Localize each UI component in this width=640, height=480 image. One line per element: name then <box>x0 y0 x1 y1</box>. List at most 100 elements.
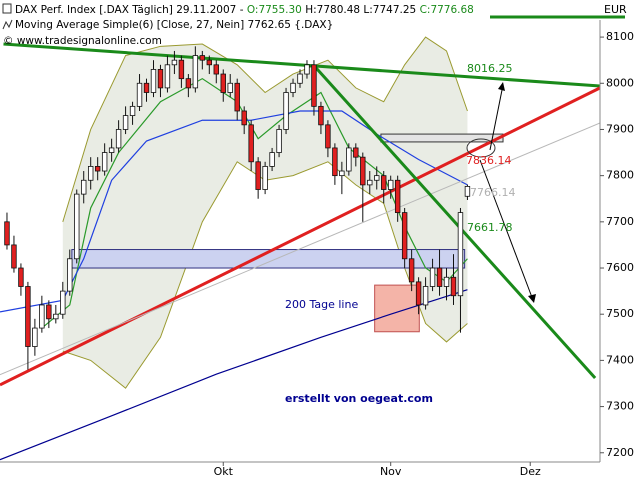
header-low: L:7747.25 <box>363 4 416 16</box>
candle-body <box>74 193 80 260</box>
candle-body <box>39 304 45 329</box>
trendline <box>0 122 600 376</box>
candle-body <box>332 147 338 177</box>
y-tick-label: 7600 <box>606 261 634 274</box>
header-close: C:7776.68 <box>420 4 474 16</box>
candle-body <box>199 55 206 61</box>
plot-area <box>0 36 600 461</box>
header-text: DAX Perf. Index [.DAX Täglich] 29.11.200… <box>15 4 244 16</box>
zone <box>380 133 504 143</box>
candle-body <box>46 304 52 320</box>
candle-body <box>53 313 59 320</box>
candle-body <box>367 179 373 186</box>
candle-body <box>206 59 213 66</box>
candle-body <box>122 115 129 130</box>
trendline <box>3 42 600 88</box>
candle-body <box>164 64 171 89</box>
candle-body <box>346 147 352 172</box>
annotation: 7836.14 <box>466 154 512 167</box>
candle-body <box>67 258 73 292</box>
candle-body <box>394 179 401 213</box>
candle-body <box>429 267 436 287</box>
candle-body <box>60 290 66 315</box>
candle-body <box>311 64 317 107</box>
annotation: 7766.14 <box>470 186 516 199</box>
candle-body <box>290 82 296 93</box>
annotation: 8016.25 <box>467 62 513 75</box>
candle-body <box>450 276 457 297</box>
y-tick-label: 7900 <box>606 122 634 135</box>
arrow <box>479 159 534 301</box>
candle-body <box>297 73 303 84</box>
annotation: 7661.78 <box>467 221 513 234</box>
currency: EUR <box>604 3 627 16</box>
candle-body <box>248 124 254 163</box>
candle-body <box>115 129 122 149</box>
candle-body <box>401 212 408 260</box>
highlight-ellipse <box>466 138 496 158</box>
candle-body <box>360 156 366 186</box>
arrow-head <box>498 82 505 91</box>
annotation: 200 Tage line <box>285 298 358 311</box>
candle-body <box>304 64 310 75</box>
candle-body <box>108 147 115 153</box>
header-title: DAX Perf. Index [.DAX Täglich] 29.11.200… <box>15 4 474 16</box>
candle-body <box>136 82 143 107</box>
candle-body <box>241 110 247 126</box>
header-high: H:7780.48 <box>305 4 360 16</box>
y-tick-label: 7700 <box>606 215 634 228</box>
indicator: Moving Average Simple(6) [Close, 27, Nei… <box>15 19 333 31</box>
candle-body <box>220 73 226 93</box>
y-tick-label: 8000 <box>606 76 634 89</box>
candle-body <box>25 286 31 347</box>
candle-body <box>387 179 394 190</box>
candle-body <box>443 276 450 287</box>
zone <box>374 284 420 333</box>
candle-body <box>283 92 289 130</box>
candle-body <box>18 267 24 287</box>
candle-body <box>185 78 192 89</box>
moving-average <box>41 77 468 329</box>
header: DAX Perf. Index [.DAX Täglich] 29.11.200… <box>2 3 627 47</box>
header-open: O:7755.30 <box>247 4 302 16</box>
candle-body <box>157 69 164 89</box>
candle-body <box>81 179 87 195</box>
candle-body <box>262 166 268 190</box>
candle-body <box>276 129 282 153</box>
candle-body <box>353 147 359 158</box>
y-tick-label: 7800 <box>606 169 634 182</box>
candle-body <box>325 124 331 149</box>
candle-body <box>415 281 422 306</box>
icon <box>2 3 12 14</box>
copyright: © www.tradesignalonline.com <box>3 35 162 47</box>
y-tick-label: 8100 <box>606 30 634 43</box>
candle-body <box>32 327 38 347</box>
candle-body <box>101 152 108 172</box>
y-tick-label: 7500 <box>606 307 634 320</box>
candle-body <box>318 105 324 126</box>
annotation: erstellt von oegeat.com <box>285 392 433 405</box>
candle-body <box>213 64 219 75</box>
candle-body <box>171 59 178 66</box>
candle-body <box>436 267 443 287</box>
x-tick-label: Dez <box>520 465 541 478</box>
x-tick-label: Okt <box>214 465 234 478</box>
trendline <box>0 86 600 387</box>
y-tick-label: 7300 <box>606 400 634 413</box>
candle-body <box>87 166 94 181</box>
candle-body <box>94 166 101 172</box>
candle-body <box>374 175 380 181</box>
candle-body <box>129 105 136 117</box>
candle-body <box>381 175 387 190</box>
candle-body <box>457 212 464 297</box>
candle-body <box>150 69 157 93</box>
candle-body <box>178 59 185 80</box>
candle-body <box>339 170 345 177</box>
candle-body <box>422 286 429 306</box>
candle-body <box>4 221 10 246</box>
y-tick-label: 7400 <box>606 353 634 366</box>
candle-body <box>227 82 233 93</box>
x-tick-label: Nov <box>380 465 402 478</box>
arrow <box>489 84 504 151</box>
